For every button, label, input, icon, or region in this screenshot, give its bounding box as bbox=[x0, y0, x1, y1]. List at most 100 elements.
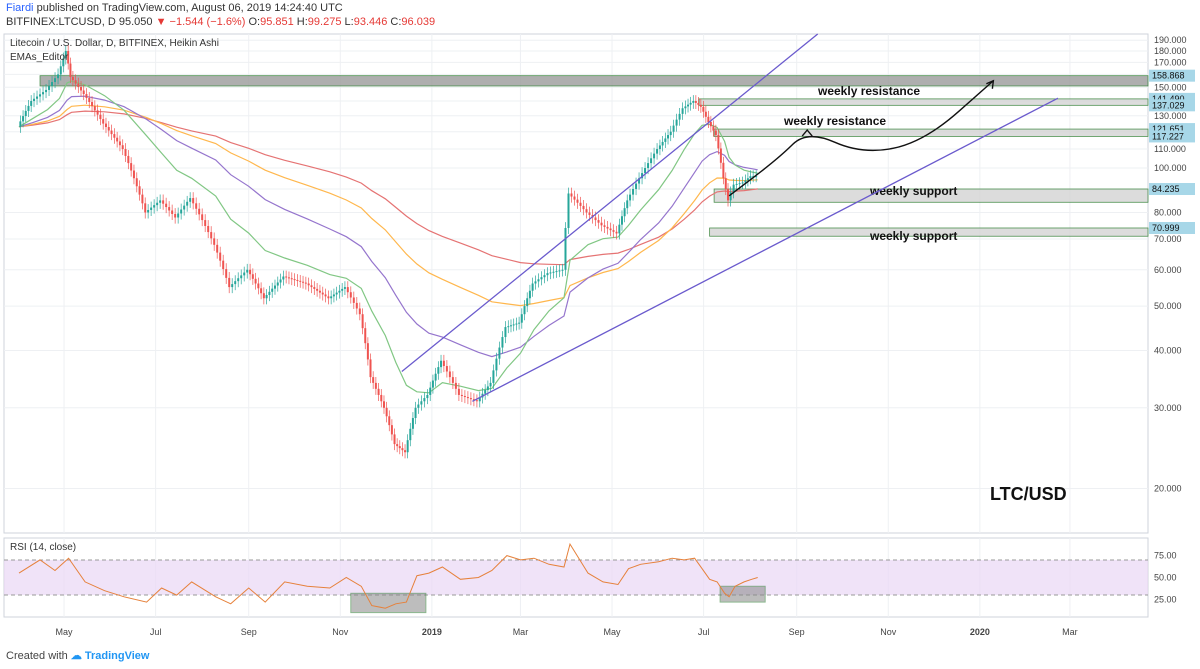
zone-label: weekly resistance bbox=[783, 114, 886, 128]
y-tick-label: 40.000 bbox=[1154, 346, 1182, 356]
candle-body bbox=[612, 230, 615, 232]
x-tick-label: May bbox=[604, 627, 622, 637]
candle-body bbox=[135, 178, 138, 187]
candle-body bbox=[147, 209, 150, 213]
candle-body bbox=[486, 386, 489, 391]
candle-body bbox=[615, 231, 618, 234]
candle-body bbox=[618, 224, 621, 234]
candle-body bbox=[118, 141, 121, 146]
candle-body bbox=[555, 271, 558, 273]
candle-body bbox=[388, 416, 391, 426]
candle-body bbox=[150, 207, 153, 210]
candle-body bbox=[346, 287, 349, 293]
candle-body bbox=[466, 397, 469, 399]
chart-area[interactable]: 190.000180.000170.000160.000150.000140.0… bbox=[0, 30, 1200, 640]
candle-body bbox=[132, 170, 135, 179]
candle-body bbox=[626, 200, 629, 209]
candle-body bbox=[537, 279, 540, 282]
candle-body bbox=[138, 186, 141, 195]
candle-body bbox=[401, 448, 404, 451]
down-arrow-icon: ▼ bbox=[155, 16, 167, 28]
candle-body bbox=[243, 272, 246, 276]
rsi-title: RSI (14, close) bbox=[10, 542, 76, 553]
candle-body bbox=[195, 203, 198, 209]
candle-body bbox=[355, 302, 358, 309]
candle-body bbox=[460, 394, 463, 396]
sr-zone bbox=[39, 75, 1149, 87]
candle-body bbox=[338, 290, 341, 293]
candle-body bbox=[369, 359, 372, 378]
candle-body bbox=[67, 50, 70, 64]
candle-body bbox=[717, 135, 720, 149]
candle-body bbox=[504, 327, 507, 338]
candle-body bbox=[454, 382, 457, 389]
x-tick-label: 2020 bbox=[970, 627, 990, 637]
candle-body bbox=[313, 287, 316, 289]
candle-body bbox=[609, 228, 612, 231]
sr-zone bbox=[709, 227, 1149, 237]
candle-body bbox=[620, 216, 623, 225]
candle-body bbox=[251, 274, 254, 279]
candle-body bbox=[475, 400, 478, 402]
candle-body bbox=[162, 200, 165, 204]
candle-body bbox=[528, 290, 531, 299]
candle-body bbox=[420, 401, 423, 405]
candle-body bbox=[442, 360, 445, 367]
candle-body bbox=[293, 279, 296, 281]
candle-body bbox=[268, 291, 271, 296]
candle-body bbox=[330, 296, 333, 299]
candle-body bbox=[440, 360, 443, 368]
arrow-head-icon bbox=[801, 128, 813, 137]
candle-body bbox=[69, 63, 72, 77]
candle-body bbox=[735, 183, 738, 185]
candle-body bbox=[414, 407, 417, 419]
candle-body bbox=[526, 298, 529, 307]
candle-body bbox=[448, 371, 451, 378]
candle-body bbox=[417, 404, 420, 408]
candle-body bbox=[672, 125, 675, 132]
candle-body bbox=[540, 277, 543, 280]
tradingview-brand[interactable]: TradingView bbox=[84, 650, 150, 662]
candle-body bbox=[352, 297, 355, 303]
price-chart-svg[interactable]: 190.000180.000170.000160.000150.000140.0… bbox=[0, 30, 1200, 640]
candle-body bbox=[445, 366, 448, 372]
author-name[interactable]: Fiardi bbox=[6, 2, 34, 14]
tradingview-logo-icon[interactable]: ☁ bbox=[70, 650, 82, 662]
x-tick-label: Mar bbox=[513, 627, 529, 637]
candle-body bbox=[431, 380, 434, 388]
y-tick-label: 70.000 bbox=[1154, 234, 1182, 244]
rsi-tick-label: 75.00 bbox=[1154, 551, 1177, 561]
candle-body bbox=[600, 222, 603, 226]
candle-body bbox=[478, 397, 481, 402]
candle-body bbox=[597, 220, 600, 223]
candle-body bbox=[512, 324, 515, 326]
candle-body bbox=[349, 292, 352, 298]
candle-body bbox=[141, 194, 144, 204]
close-value: 96.039 bbox=[401, 16, 436, 28]
candle-body bbox=[509, 325, 512, 327]
candle-body bbox=[409, 428, 412, 441]
candle-body bbox=[85, 94, 88, 98]
candle-body bbox=[249, 269, 252, 275]
footer: Created with ☁ TradingView bbox=[6, 649, 149, 662]
y-tick-label: 190.000 bbox=[1154, 35, 1187, 45]
candle-body bbox=[434, 373, 437, 381]
candle-body bbox=[186, 201, 189, 206]
candle-body bbox=[299, 280, 302, 282]
candle-body bbox=[644, 168, 647, 174]
candle-body bbox=[704, 111, 707, 117]
candle-body bbox=[727, 189, 730, 201]
rsi-tick-label: 25.00 bbox=[1154, 594, 1177, 604]
candle-body bbox=[585, 209, 588, 213]
candle-body bbox=[484, 390, 487, 394]
zone-label: weekly support bbox=[869, 184, 957, 198]
candle-body bbox=[746, 178, 749, 181]
candle-body bbox=[684, 106, 687, 109]
candle-body bbox=[216, 244, 219, 253]
candle-body bbox=[732, 184, 735, 193]
candle-body bbox=[51, 82, 54, 86]
candle-body bbox=[265, 295, 268, 299]
candle-body bbox=[515, 323, 518, 325]
candle-body bbox=[406, 440, 409, 453]
chart-watermark: LTC/USD bbox=[990, 484, 1067, 504]
